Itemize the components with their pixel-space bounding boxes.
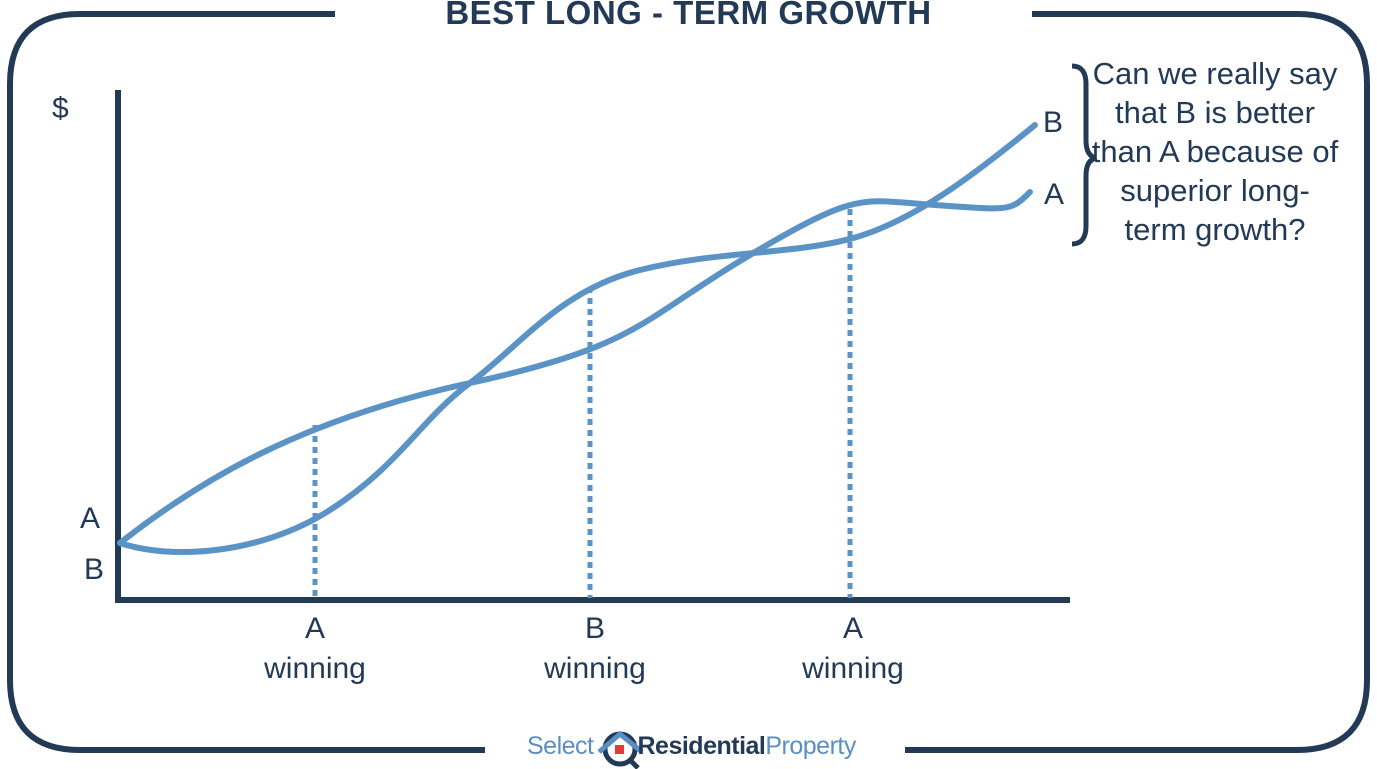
y-axis-label: $: [52, 92, 69, 125]
axes: [115, 90, 1070, 603]
logo-property: Property: [765, 732, 856, 760]
question-text: Can we really say that B is better than …: [1091, 56, 1339, 247]
marker-text: winning: [802, 652, 904, 685]
marker-label-2: B winning: [525, 609, 665, 689]
logo-residential: Residential: [637, 732, 766, 760]
marker-leader: B: [584, 612, 605, 645]
marker-text: winning: [264, 652, 366, 685]
marker-label-1: A winning: [245, 609, 385, 689]
marker-label-3: A winning: [783, 609, 923, 689]
logo-select: Select: [527, 732, 594, 760]
curve-a: [117, 189, 1033, 546]
marker-leader: A: [304, 612, 325, 645]
curve-b: [117, 122, 1038, 555]
end-label-b: B: [1043, 106, 1064, 139]
start-label-b: B: [84, 553, 105, 586]
chart-title: BEST LONG - TERM GROWTH: [445, 0, 932, 31]
marker-leader: A: [842, 612, 863, 645]
curly-brace-icon: [1071, 63, 1097, 247]
frame-border: [7, 11, 1370, 753]
end-label-a: A: [1044, 178, 1065, 211]
house-magnifier-logo-icon: [597, 730, 644, 769]
brand-logo: Select ResidentialProperty: [527, 732, 856, 761]
start-label-a: A: [80, 502, 101, 535]
marker-text: winning: [544, 652, 646, 685]
